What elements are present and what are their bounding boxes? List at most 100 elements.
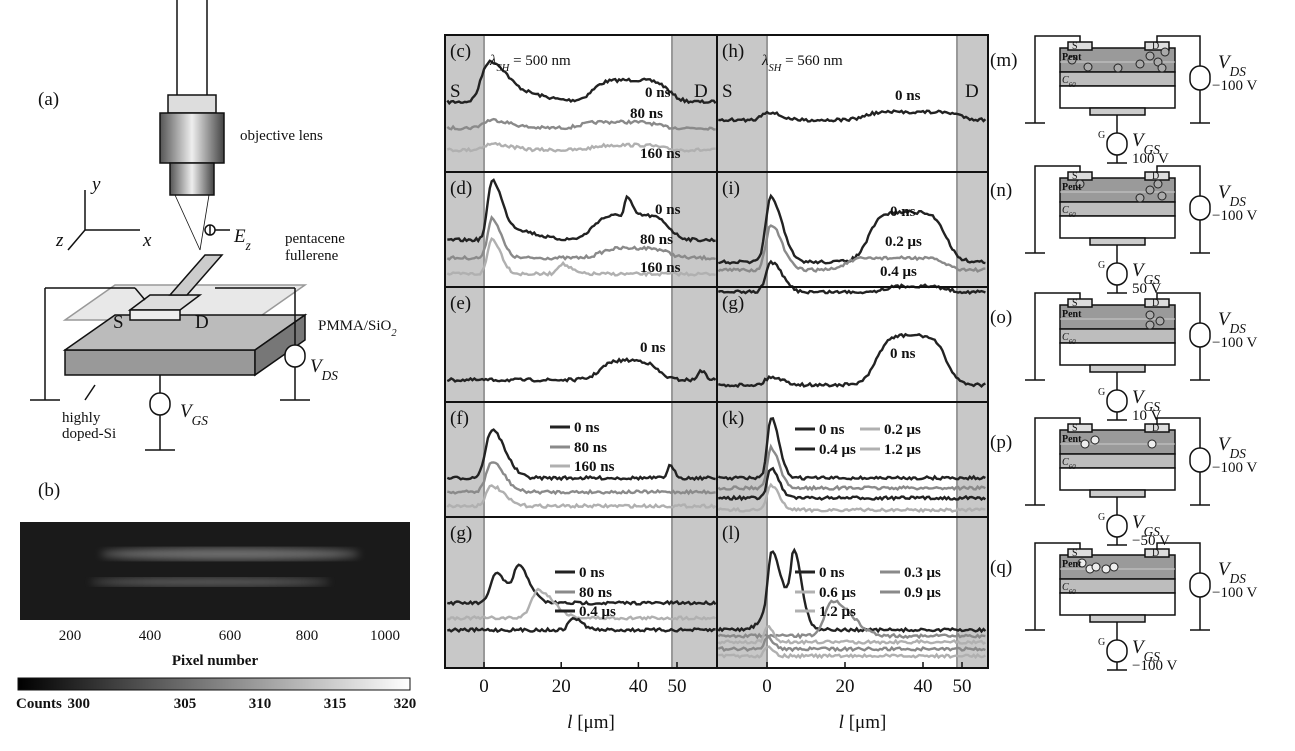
label: Pent (1062, 309, 1082, 320)
label: 20 (552, 676, 571, 697)
label: 0.6 μs (819, 585, 856, 601)
text-part: [μm] (572, 712, 614, 733)
label: Counts (16, 696, 62, 712)
label: S (1072, 171, 1078, 182)
text-part: E (233, 226, 246, 247)
pulse-source (1189, 195, 1211, 221)
rich-label: VDS (1218, 434, 1246, 461)
layer-pentacene (1059, 554, 1176, 580)
setup-drawing (30, 0, 310, 451)
spectrum-curve (718, 109, 987, 123)
label: S (1072, 298, 1078, 309)
label: 1000 (370, 628, 400, 644)
label: (o) (990, 307, 1012, 328)
label: highly (62, 410, 101, 426)
insulator (1059, 592, 1176, 616)
text-part: DS (1229, 64, 1247, 79)
label: 200 (59, 628, 82, 644)
drain-region (957, 35, 988, 668)
text-part: DS (1229, 194, 1247, 209)
label: 0 ns (890, 346, 916, 362)
spectrum-curve (717, 259, 986, 296)
rich-label: VGS (180, 401, 208, 428)
label: Pixel number (172, 653, 259, 669)
text-part: = 500 nm (509, 53, 571, 69)
label: objective lens (240, 128, 323, 144)
carrier (1135, 59, 1145, 69)
label: −100 V (1212, 585, 1257, 601)
source-region (717, 35, 767, 668)
spectrum-curve (446, 357, 717, 383)
label: 0.4 μs (880, 264, 917, 280)
text-part: DS (1229, 571, 1247, 586)
rich-label: VGS (1132, 387, 1160, 414)
text-part: V (180, 401, 194, 422)
pulse-source (1106, 262, 1128, 286)
text-part: GS (1144, 399, 1161, 414)
spectrum-curve (447, 563, 717, 607)
label: −50 V (1132, 533, 1170, 549)
spectrum-curve (717, 466, 987, 502)
label: (e) (450, 293, 471, 314)
text-part: l (839, 712, 844, 733)
label: 0 ns (890, 204, 916, 220)
label: 800 (296, 628, 319, 644)
insulator (1059, 342, 1176, 366)
label: S (722, 81, 733, 102)
text-part: 60 (1069, 211, 1077, 219)
wire (1025, 165, 1210, 294)
text-part: DS (1229, 321, 1247, 336)
label: 80 ns (574, 440, 607, 456)
text-part: V (1132, 512, 1146, 533)
label: G (1098, 387, 1105, 398)
label: 80 ns (630, 106, 663, 122)
spectrum-curve (718, 645, 987, 660)
label: 600 (219, 628, 242, 644)
rich-label: λSH = 500 nm (489, 53, 571, 74)
label: 0 (762, 676, 772, 697)
rich-label: λSH = 560 nm (761, 53, 843, 74)
spectra-column: (c) 0 ns 80 ns 160 ns (d) 0 ns 80 ns 160 ns (e) 0… (444, 34, 718, 733)
label: (q) (990, 557, 1012, 578)
label: −100 V (1212, 208, 1257, 224)
text-part: V (1218, 182, 1232, 203)
gate-electrode (1089, 237, 1146, 246)
label: S (1072, 423, 1078, 434)
label: 10 V (1132, 408, 1161, 424)
text-part: DS (1229, 446, 1247, 461)
label: D (1152, 171, 1159, 182)
text-part: C (1062, 457, 1069, 468)
text-part: V (310, 356, 324, 377)
layer-c60 (1059, 71, 1176, 87)
label: (k) (722, 408, 744, 429)
rich-label: C60 (1062, 582, 1076, 596)
layer-c60 (1059, 201, 1176, 217)
label: G (1098, 512, 1105, 523)
spectrum-curve (717, 443, 986, 492)
pulse-source (1106, 389, 1128, 413)
label: 50 V (1132, 281, 1161, 297)
label: 20 (836, 676, 855, 697)
spectrum-curve (717, 547, 987, 634)
label: 1.2 μs (819, 604, 856, 620)
rich-label: VDS (1218, 52, 1246, 79)
text-part: GS (192, 413, 209, 428)
text-part: 60 (1069, 588, 1077, 596)
spectrum-curve (446, 236, 716, 278)
carrier (1145, 310, 1155, 320)
text-part: [μm] (844, 712, 886, 733)
label: D (1152, 298, 1159, 309)
panel-frame (716, 516, 989, 669)
label: 0 ns (895, 88, 921, 104)
label: −100 V (1212, 78, 1257, 94)
label: 50 (668, 676, 687, 697)
spectrum-curve (717, 224, 986, 273)
label: (p) (990, 432, 1012, 453)
text-part: V (1132, 130, 1146, 151)
wire (1025, 417, 1210, 546)
carrier (1155, 316, 1165, 326)
label: (l) (722, 523, 740, 544)
